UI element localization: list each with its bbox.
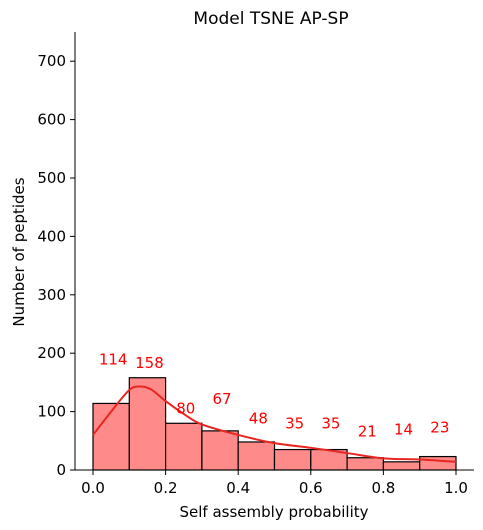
histogram-bar bbox=[201, 430, 239, 471]
y-tick-label: 100 bbox=[37, 403, 66, 421]
bar-labels-layer: 114 158 80 67 48 35 35 21 14 23 bbox=[99, 351, 450, 441]
histogram-bar bbox=[382, 461, 421, 471]
y-tick-label: 500 bbox=[37, 169, 66, 187]
histogram-bar bbox=[128, 377, 167, 471]
bar-count-label: 14 bbox=[394, 421, 413, 439]
bar-count-label: 80 bbox=[176, 400, 195, 418]
axes-layer bbox=[74, 32, 474, 471]
x-tick-label: 0.6 bbox=[299, 479, 323, 497]
kde-layer bbox=[92, 385, 457, 463]
bars-layer bbox=[92, 377, 457, 471]
bar-count-label: 21 bbox=[358, 422, 377, 440]
x-tick-label: 0.8 bbox=[371, 479, 395, 497]
bar-count-label: 158 bbox=[135, 354, 164, 372]
histogram-bar bbox=[92, 402, 130, 471]
histogram-bar bbox=[419, 455, 457, 471]
bar-count-label: 48 bbox=[249, 410, 268, 428]
bar-count-label: 35 bbox=[321, 414, 340, 432]
y-tick-label: 600 bbox=[37, 111, 66, 129]
histogram-bar bbox=[273, 448, 312, 471]
y-tick-label: 0 bbox=[56, 461, 66, 479]
y-tick-label: 700 bbox=[37, 52, 66, 70]
bar-count-label: 23 bbox=[430, 418, 449, 436]
kde-line bbox=[92, 385, 457, 463]
bar-count-label: 114 bbox=[99, 351, 128, 369]
histogram-bar bbox=[165, 422, 203, 471]
histogram-bar bbox=[237, 441, 276, 471]
y-tick-label: 200 bbox=[37, 344, 66, 362]
bar-count-label: 67 bbox=[213, 390, 232, 408]
y-axis-title: Number of peptides bbox=[10, 177, 28, 326]
histogram-bar bbox=[346, 457, 385, 471]
x-axis-title: Self assembly probability bbox=[180, 503, 369, 521]
y-tick-label: 300 bbox=[37, 286, 66, 304]
bar-count-label: 35 bbox=[285, 414, 304, 432]
y-ticks-layer: 0 100 200 300 400 500 600 700 bbox=[37, 52, 75, 479]
y-tick-label: 400 bbox=[37, 227, 66, 245]
x-tick-label: 0.0 bbox=[81, 479, 105, 497]
x-tick-label: 1.0 bbox=[444, 479, 468, 497]
x-tick-label: 0.2 bbox=[154, 479, 178, 497]
chart-title: Model TSNE AP-SP bbox=[193, 9, 348, 29]
x-ticks-layer: 0.0 0.2 0.4 0.6 0.8 1.0 bbox=[81, 470, 468, 497]
x-tick-label: 0.4 bbox=[226, 479, 250, 497]
